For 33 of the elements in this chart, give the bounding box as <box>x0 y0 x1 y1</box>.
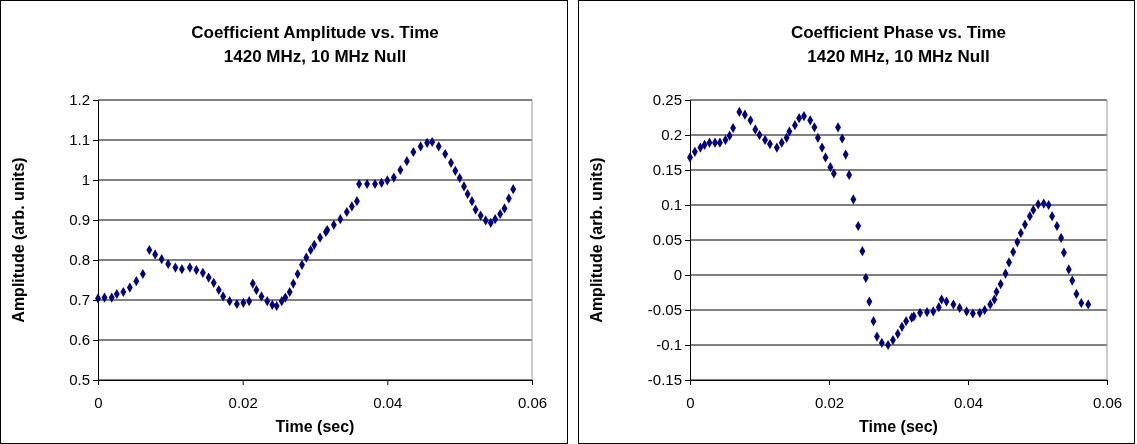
chart-subtitle: 1420 MHz, 10 MHz Null <box>223 47 407 66</box>
chart-title: Coefficient Phase vs. Time <box>790 23 1007 42</box>
y-tick-label: 0.6 <box>69 331 90 349</box>
y-tick-label: -0.05 <box>647 301 682 319</box>
x-tick-label: 0.06 <box>1092 393 1123 411</box>
x-tick-label: 0.02 <box>228 393 258 411</box>
y-tick-label: 0.5 <box>69 371 90 389</box>
x-tick-label: 0 <box>94 393 103 411</box>
chart-subtitle: 1420 MHz, 10 MHz Null <box>807 47 990 66</box>
y-axis-title: Amplitude (arb. units) <box>10 157 27 323</box>
x-axis-title: Time (sec) <box>859 418 938 435</box>
x-tick-label: 0.04 <box>373 393 403 411</box>
y-tick-label: 0.9 <box>69 211 90 229</box>
y-tick-label: -0.15 <box>647 371 682 389</box>
y-tick-label: 0.7 <box>69 291 90 309</box>
y-tick-label: 0.25 <box>652 91 682 109</box>
x-tick-label: 0.06 <box>517 393 548 411</box>
x-tick-label: 0.04 <box>953 393 984 411</box>
y-tick-label: 0.15 <box>652 161 682 179</box>
y-tick-label: 0.2 <box>661 126 682 144</box>
y-tick-label: 1.2 <box>69 91 90 109</box>
chart-title: Coefficient Amplitude vs. Time <box>191 23 439 42</box>
y-tick-label: 1.1 <box>69 131 90 149</box>
y-tick-label: -0.1 <box>656 336 682 354</box>
y-axis-title: Amplitude (arb. units) <box>588 157 605 323</box>
y-tick-label: 0 <box>673 266 682 284</box>
x-tick-label: 0.02 <box>814 393 845 411</box>
y-tick-label: 0.8 <box>69 251 90 269</box>
y-tick-label: 1 <box>81 171 90 189</box>
x-axis-title: Time (sec) <box>275 418 355 435</box>
y-tick-label: 0.05 <box>652 231 682 249</box>
y-tick-label: 0.1 <box>661 196 682 214</box>
x-tick-label: 0 <box>686 393 695 411</box>
